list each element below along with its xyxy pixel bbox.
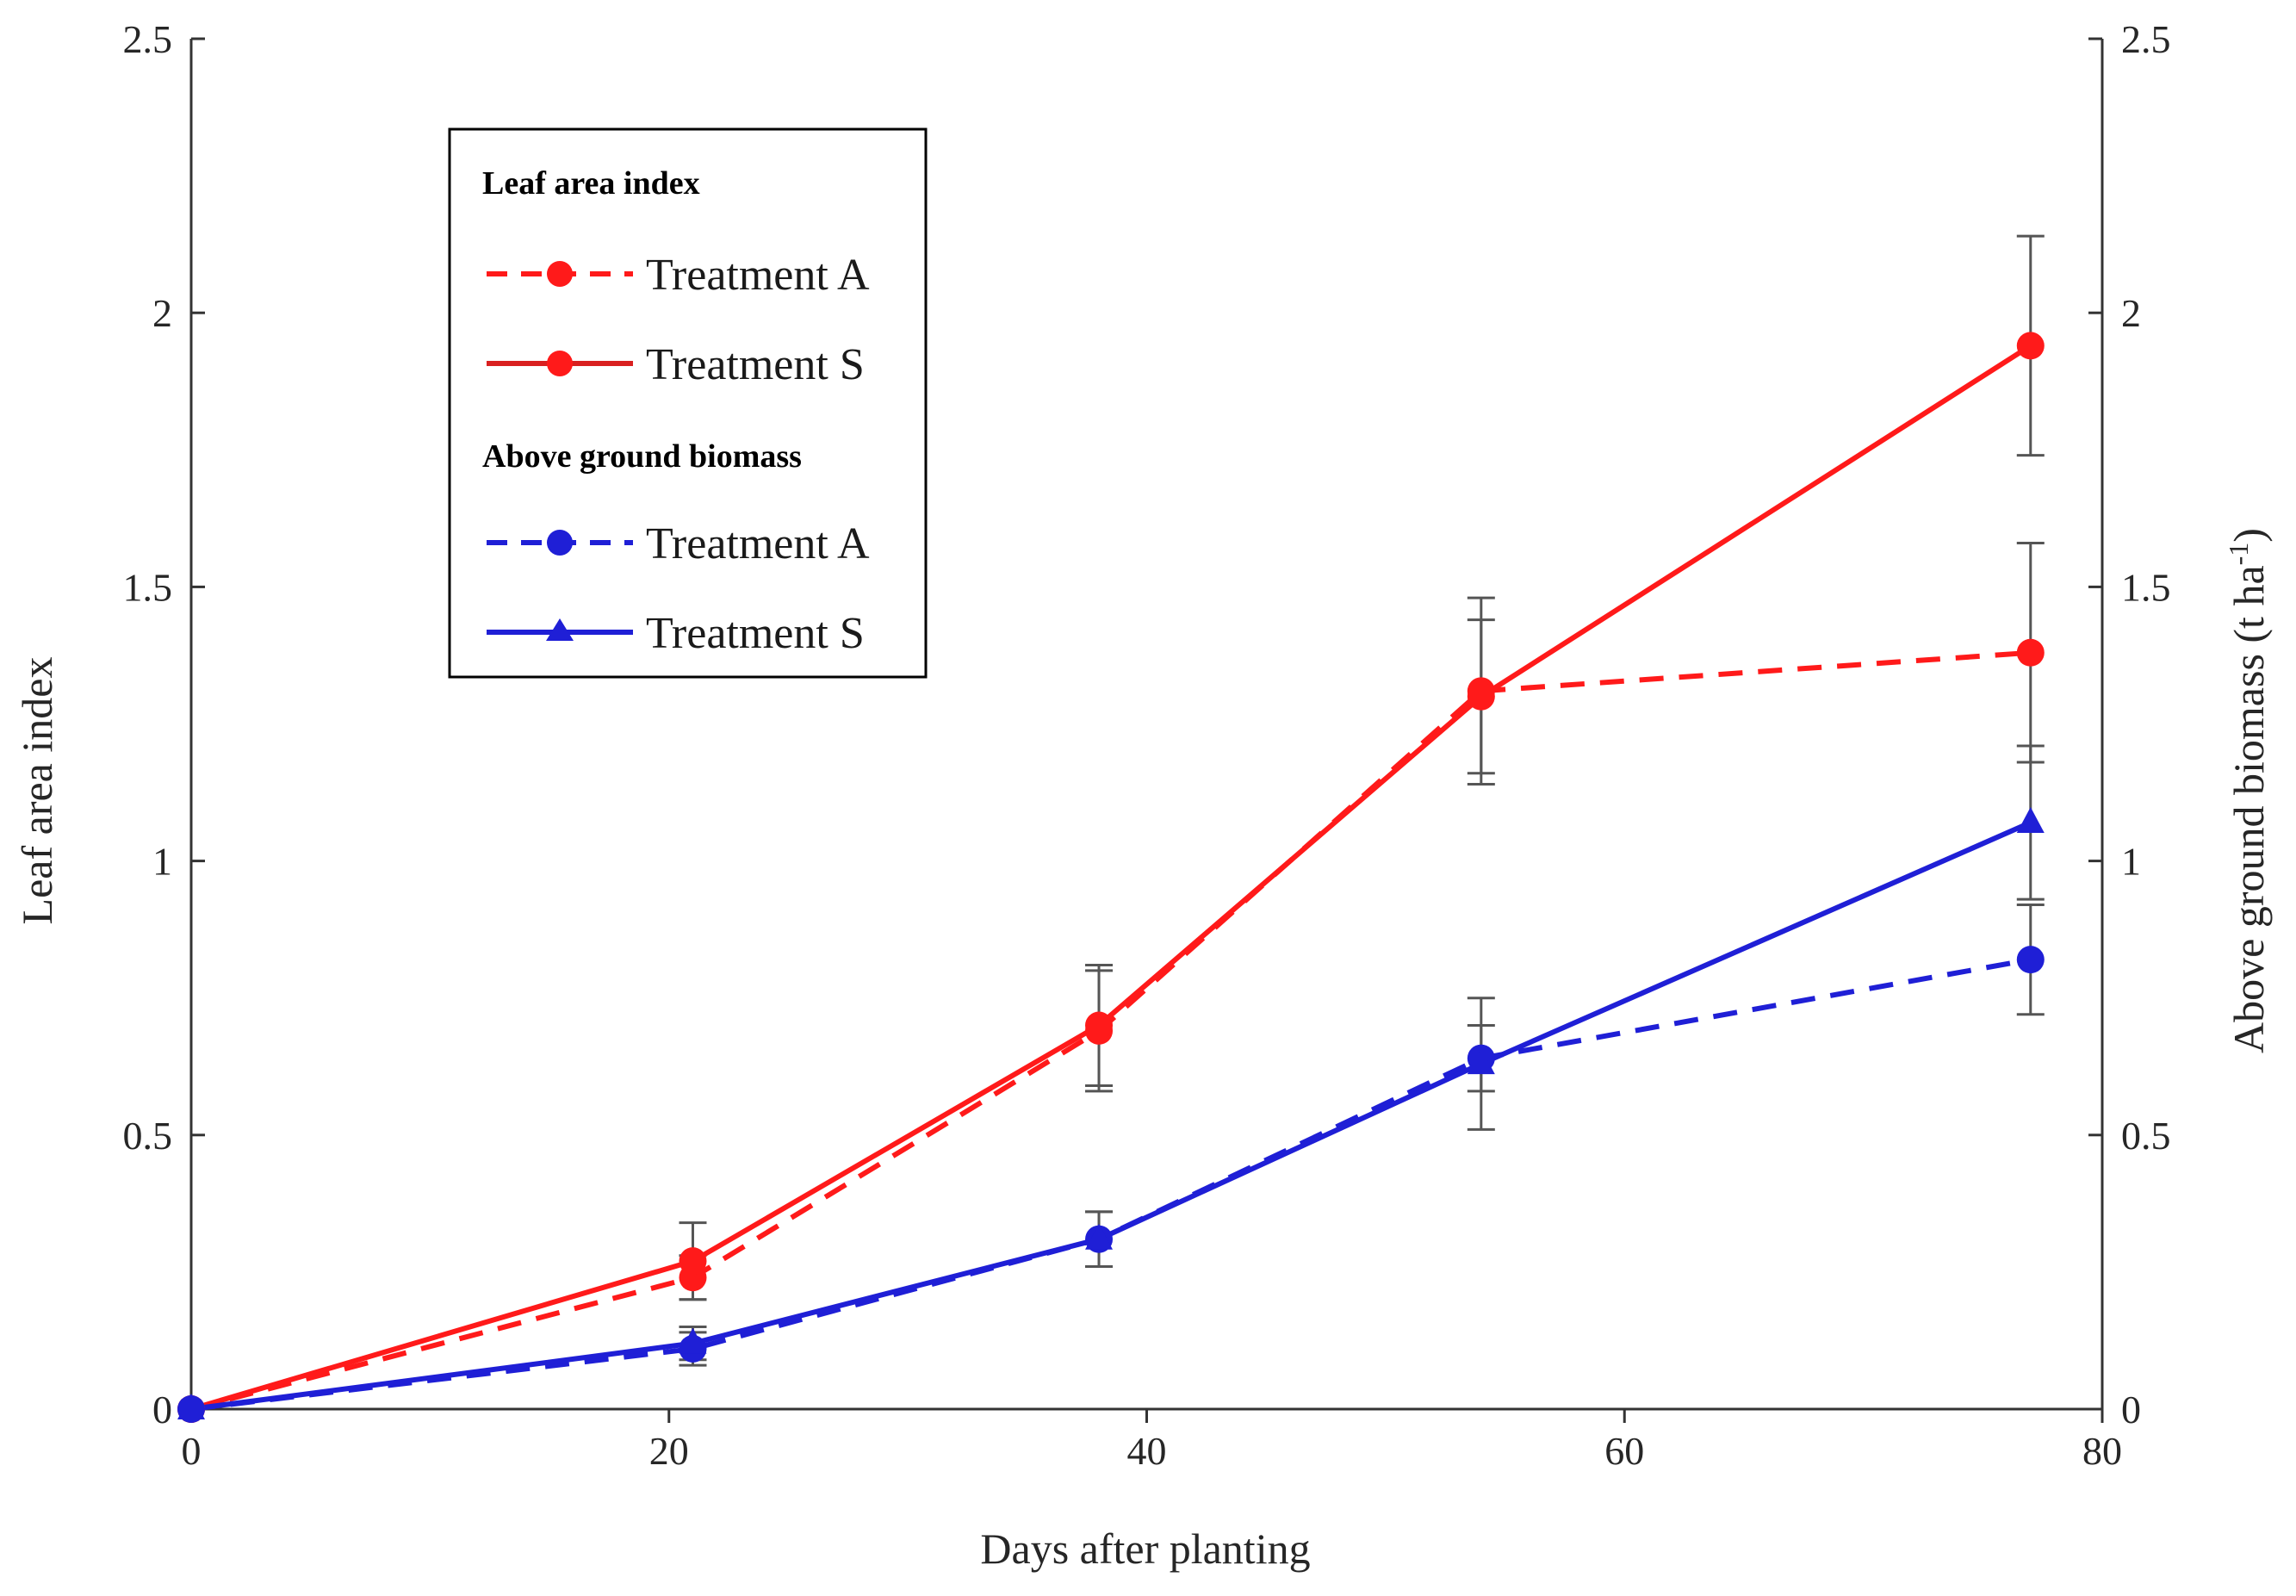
- x-tick-label: 20: [649, 1429, 689, 1473]
- legend-marker-lai-s: [547, 351, 573, 376]
- data-point-lai-s: [1085, 1011, 1114, 1040]
- data-point-agb-s: [1085, 1223, 1114, 1250]
- y-tick-label-right: 1: [2121, 840, 2141, 884]
- legend-marker-agb-s: [546, 618, 574, 641]
- legend-marker-agb-a: [547, 530, 573, 556]
- y-tick-label-right: 2: [2121, 291, 2141, 335]
- y-axis-right-title-main: Above ground biomass (t ha: [2225, 565, 2273, 1053]
- y-tick-label-right: 1.5: [2121, 565, 2171, 609]
- legend-group-leaf-title: Leaf area index: [482, 165, 700, 202]
- y-tick-label-left: 2: [152, 291, 172, 335]
- plot-layer: 0 00.5 0.51 11.5 1.52 22.5 2.50 20 40 60 80: [123, 17, 2171, 1473]
- y-tick-label-left: 0: [152, 1388, 172, 1431]
- y-axis-right-title-end: ): [2225, 528, 2273, 543]
- y-axis-right-title-sup: -1: [2223, 543, 2254, 566]
- data-point-agb-s: [2016, 807, 2045, 834]
- legend-label-agb-s: Treatment S: [646, 609, 865, 658]
- x-tick-label: 80: [2082, 1429, 2122, 1473]
- legend-group-biomass-title: Above ground biomass: [482, 438, 802, 475]
- series-line-agb-s: [190, 820, 2032, 1412]
- data-point-agb-s: [679, 1327, 707, 1354]
- y-tick-label-left: 0.5: [123, 1114, 173, 1158]
- data-point-agb-a: [2016, 946, 2045, 974]
- legend-label-lai-s: Treatment S: [646, 340, 865, 389]
- y-tick-label-left: 1: [152, 840, 172, 884]
- data-point-agb-s: [1467, 1048, 1495, 1075]
- legend: Leaf area index Treatment A Treatment S …: [448, 127, 928, 679]
- y-axis-left-title: Leaf area index: [13, 657, 61, 925]
- y-tick-label-left: 1.5: [123, 565, 173, 609]
- legend-marker-lai-a: [547, 261, 573, 287]
- data-point-agb-s: [177, 1394, 205, 1419]
- y-tick-label-left: 2.5: [123, 17, 173, 61]
- legend-box: [448, 127, 928, 679]
- data-point-lai-s: [1467, 682, 1495, 711]
- legend-label-agb-a: Treatment A: [646, 519, 870, 568]
- x-tick-label: 60: [1604, 1429, 1644, 1473]
- x-tick-label: 0: [182, 1429, 202, 1473]
- data-point-lai-s: [2016, 332, 2045, 360]
- y-axis-right-title: Above ground biomass (t ha-1): [2223, 528, 2273, 1053]
- y-tick-label-right: 0.5: [2121, 1114, 2171, 1158]
- y-tick-label-right: 0: [2121, 1388, 2141, 1431]
- legend-label-lai-a: Treatment A: [646, 251, 870, 300]
- data-point-lai-a: [2016, 638, 2045, 667]
- data-point-lai-s: [679, 1247, 707, 1276]
- x-axis-title: Days after planting: [980, 1525, 1310, 1573]
- y-tick-label-right: 2.5: [2121, 17, 2171, 61]
- x-tick-label: 40: [1127, 1429, 1167, 1473]
